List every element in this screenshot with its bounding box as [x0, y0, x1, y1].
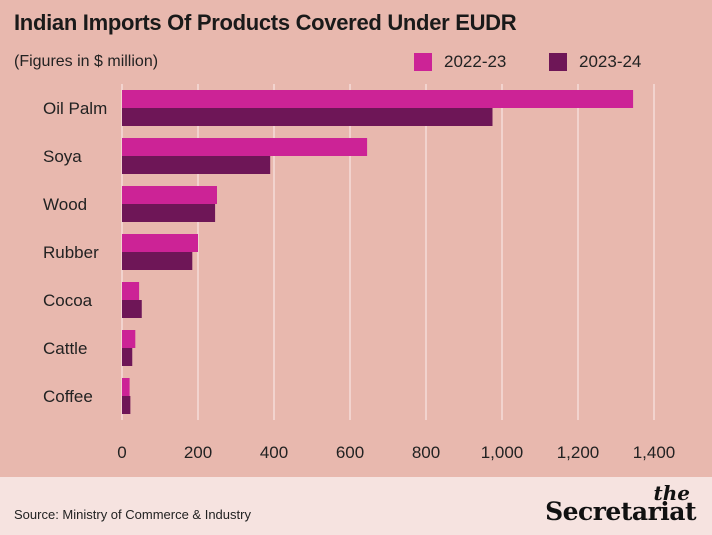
legend-label-2023-24: 2023-24	[579, 52, 642, 71]
bar-2023-24	[122, 156, 271, 174]
legend-swatch-2023-24	[549, 53, 567, 71]
category-label: Coffee	[43, 387, 93, 406]
bar-2022-23	[122, 282, 140, 300]
category-label: Oil Palm	[43, 99, 107, 118]
bar-2022-23	[122, 138, 368, 156]
bar-2023-24	[122, 108, 493, 126]
bar-2022-23	[122, 330, 136, 348]
bar-2022-23	[122, 186, 217, 204]
x-tick-label: 400	[260, 443, 288, 462]
category-label: Wood	[43, 195, 87, 214]
x-tick-label: 1,400	[633, 443, 676, 462]
legend: 2022-23 2023-24	[0, 52, 712, 76]
brand-logo-secretariat: Secretariat	[545, 497, 696, 526]
x-tick-label: 1,000	[481, 443, 524, 462]
bar-2022-23	[122, 234, 198, 252]
bar-2023-24	[122, 396, 131, 414]
category-label: Rubber	[43, 243, 99, 262]
bar-2023-24	[122, 300, 142, 318]
x-tick-label: 600	[336, 443, 364, 462]
category-label: Soya	[43, 147, 82, 166]
source-note: Source: Ministry of Commerce & Industry	[14, 507, 251, 522]
chart-subtitle: (Figures in $ million)	[14, 53, 159, 70]
legend-label-2022-23: 2022-23	[444, 52, 507, 71]
brand-logo-the: the	[653, 481, 690, 505]
legend-item-2023-24: 2023-24	[549, 52, 641, 72]
legend-swatch-2022-23	[414, 53, 432, 71]
x-tick-label: 0	[117, 443, 126, 462]
chart-title: Indian Imports Of Products Covered Under…	[14, 10, 517, 35]
bar-2023-24	[122, 348, 133, 366]
bar-2023-24	[122, 252, 193, 270]
category-label: Cocoa	[43, 291, 93, 310]
x-tick-label: 200	[184, 443, 212, 462]
legend-item-2022-23: 2022-23	[414, 52, 506, 72]
category-label: Cattle	[43, 339, 87, 358]
x-tick-label: 1,200	[557, 443, 600, 462]
footer: Source: Ministry of Commerce & Industry …	[0, 477, 712, 535]
x-tick-label: 800	[412, 443, 440, 462]
bar-2023-24	[122, 204, 216, 222]
bar-chart: 0 200 400 600 800 1,000 1,200 1,400 Oil Palm Soya…	[43, 84, 676, 462]
bar-2022-23	[122, 378, 130, 396]
bar-2022-23	[122, 90, 634, 108]
